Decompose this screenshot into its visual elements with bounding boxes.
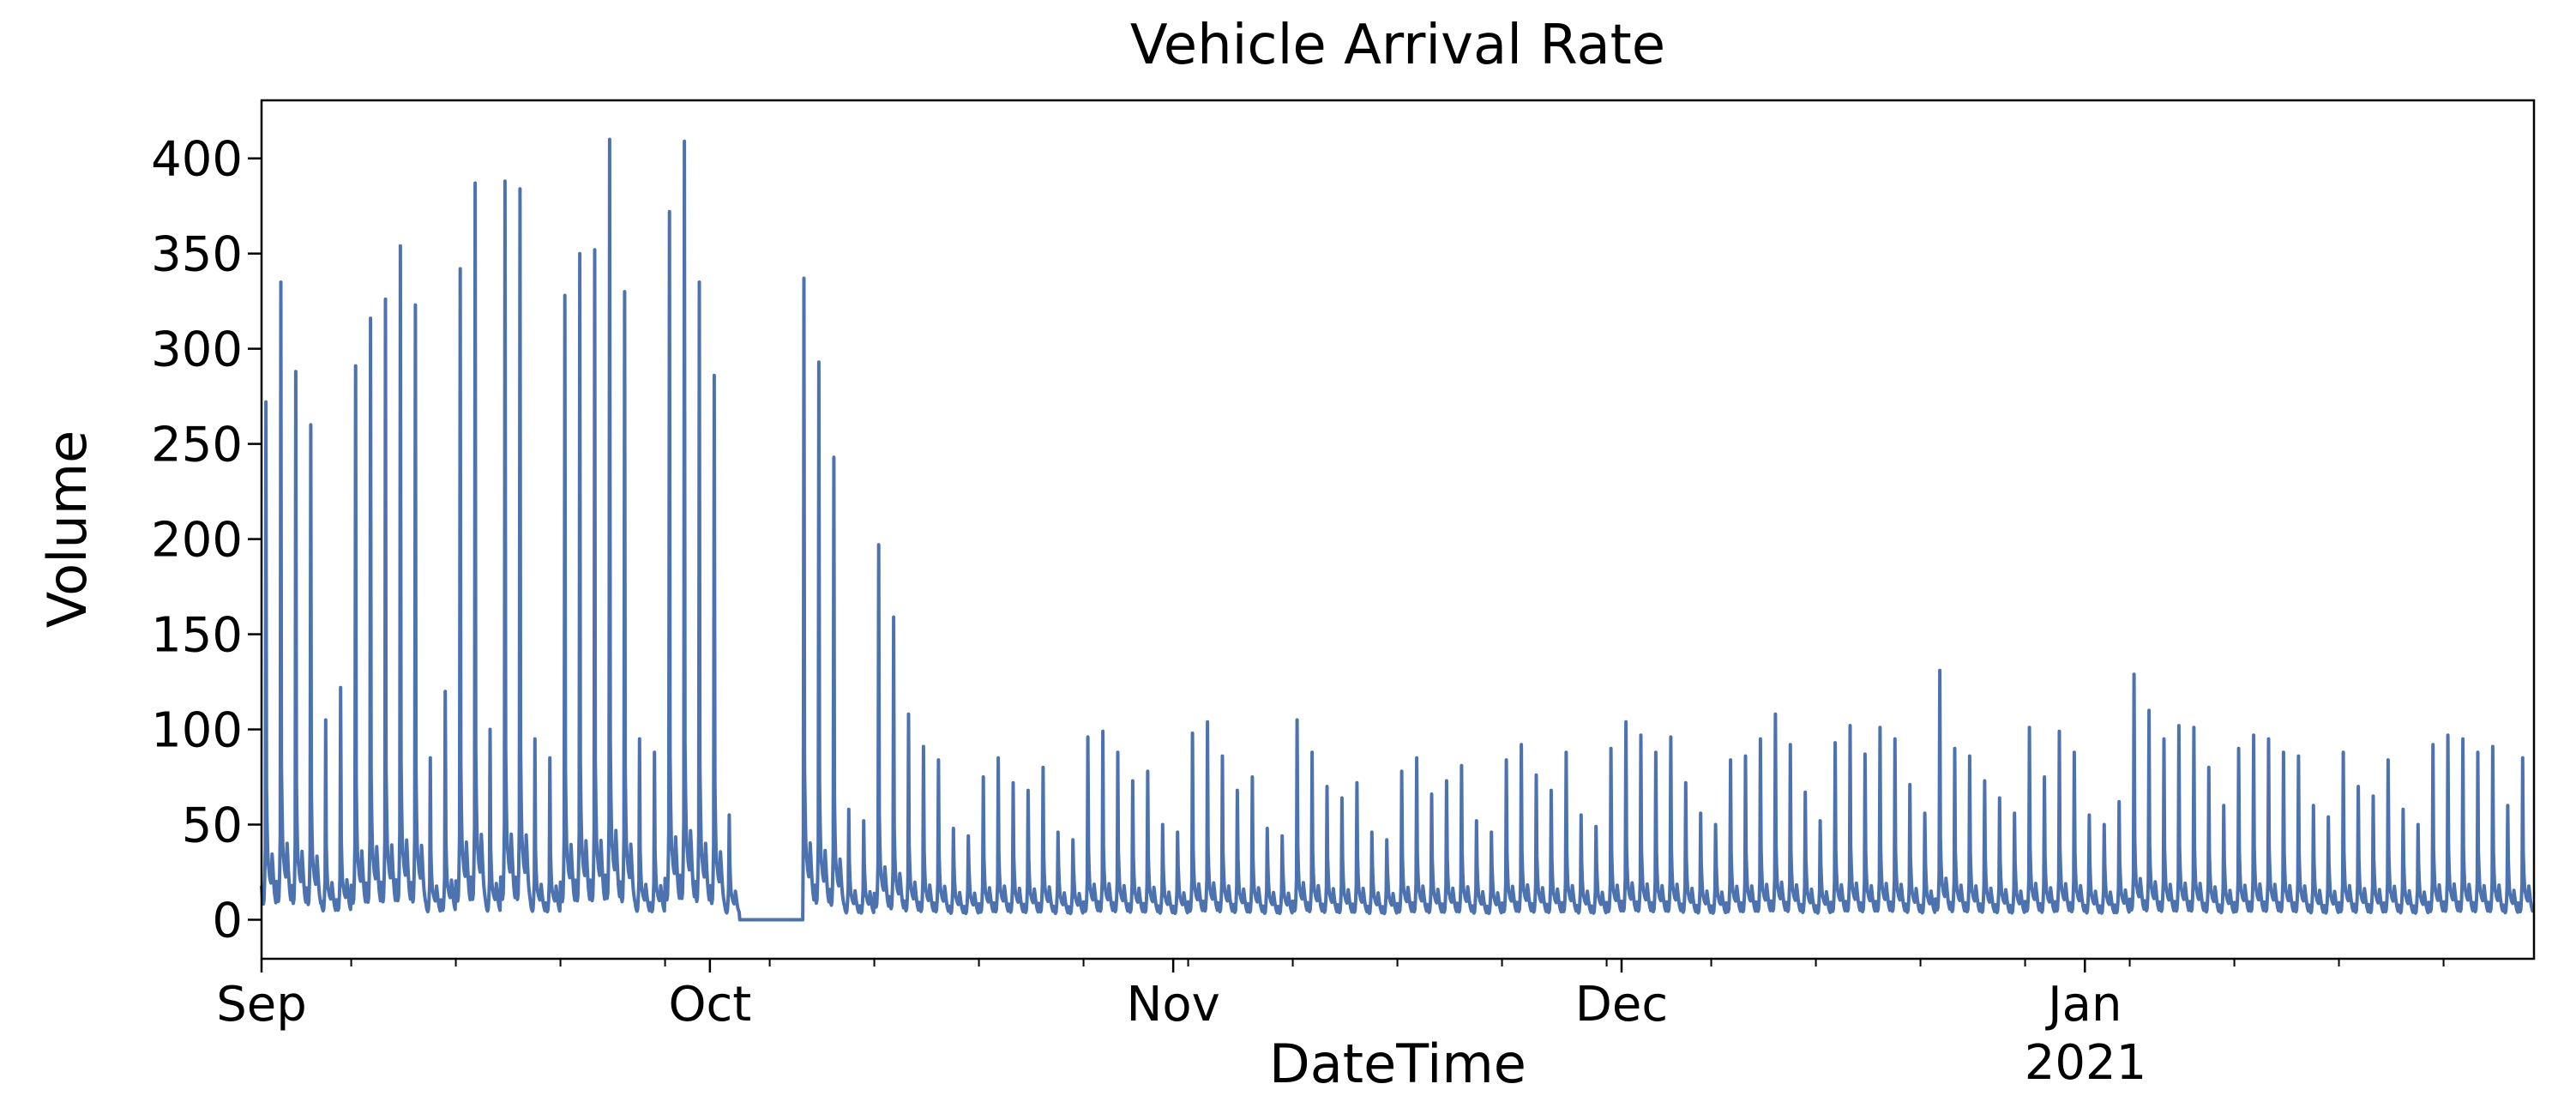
x-axis-label: DateTime — [1269, 1033, 1526, 1095]
plot-border — [260, 99, 2536, 960]
x-tick-label: Dec — [1575, 977, 1668, 1033]
y-tick-label: 150 — [151, 608, 243, 664]
y-axis-label: Volume — [36, 431, 99, 629]
x-tick-label: Jan — [2045, 977, 2122, 1033]
y-tick-label: 400 — [151, 132, 243, 188]
x-tick-label: Nov — [1126, 977, 1219, 1033]
axis-tick-labels: 0 50 100 150 200 250 300 350 400 Sep Oct Nov Dec Jan — [151, 132, 2122, 1033]
chart-title: Vehicle Arrival Rate — [1130, 14, 1665, 77]
x-tick-label: Sep — [216, 977, 307, 1033]
y-tick-label: 250 — [151, 418, 243, 473]
y-tick-label: 300 — [151, 322, 243, 378]
x-tick-label: Oct — [668, 977, 751, 1033]
axis-ticks — [248, 157, 2445, 972]
y-tick-label: 100 — [151, 703, 243, 759]
y-tick-label: 50 — [182, 798, 243, 854]
y-tick-label: 0 — [212, 894, 243, 949]
y-tick-label: 350 — [151, 227, 243, 283]
y-tick-label: 200 — [151, 513, 243, 569]
volume-series-line — [260, 137, 2535, 922]
x-axis-year-label: 2021 — [2025, 1035, 2147, 1091]
